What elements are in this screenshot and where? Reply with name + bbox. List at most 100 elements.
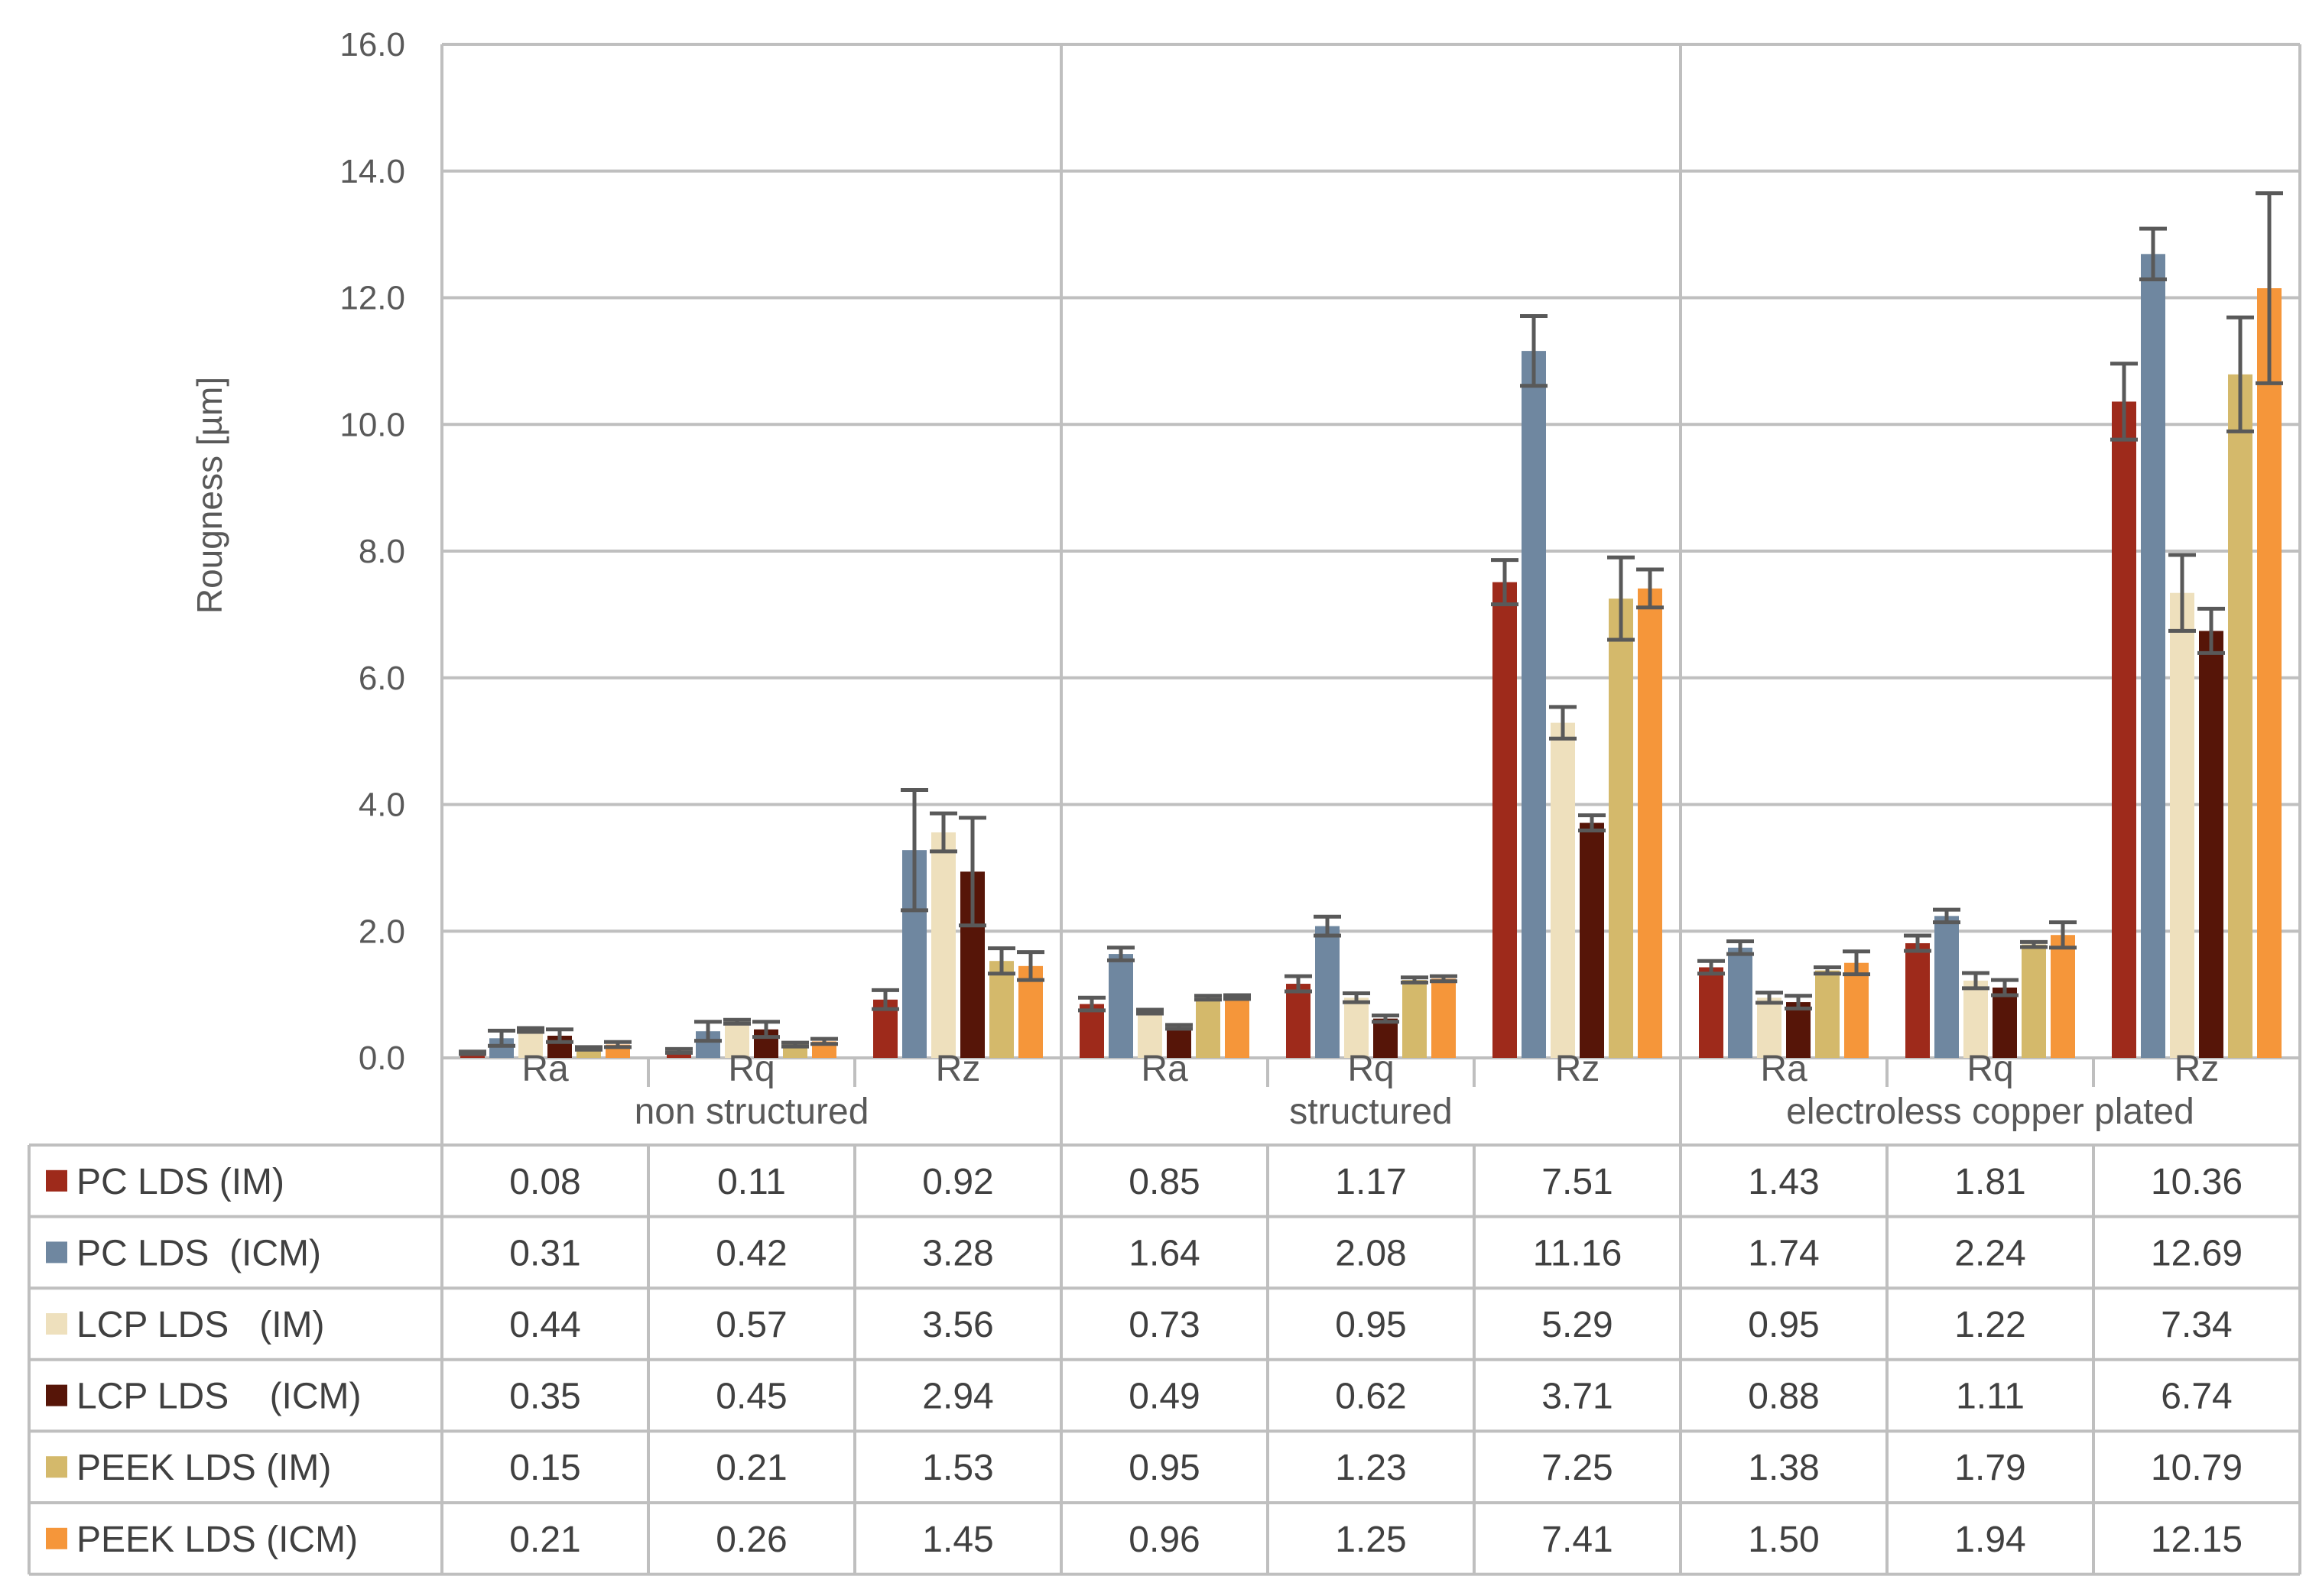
table-cell: 7.41 <box>1541 1520 1613 1560</box>
table-cell: 7.25 <box>1541 1448 1613 1488</box>
y-tick-labels: 0.0 2.0 4.0 6.0 8.0 10.0 12.0 14.0 16.0 <box>339 26 405 1077</box>
bar <box>2199 631 2223 1058</box>
legend-swatch <box>46 1241 67 1264</box>
bar <box>1522 351 1546 1058</box>
y-tick-label: 6.0 <box>359 660 405 697</box>
table-cell: 0.49 <box>1129 1377 1200 1417</box>
table-cell: 0.95 <box>1748 1305 1819 1345</box>
bar <box>1315 926 1340 1058</box>
bar <box>1728 947 1752 1058</box>
table-cell: 1.38 <box>1748 1448 1819 1488</box>
bar <box>2228 374 2252 1058</box>
table-cell: 3.56 <box>922 1305 993 1345</box>
legend-label: PEEK LDS (IM) <box>76 1448 331 1488</box>
table-cell: 1.53 <box>922 1448 993 1488</box>
x-tick-label: Ra <box>1141 1049 1188 1089</box>
table-cell: 0.44 <box>509 1305 580 1345</box>
bar <box>1109 954 1133 1058</box>
x-tick-label: Rq <box>1967 1049 2013 1089</box>
bar <box>1138 1011 1162 1058</box>
y-tick-label: 2.0 <box>359 913 405 950</box>
bar <box>1844 962 1869 1058</box>
bar <box>2112 401 2136 1058</box>
table-cell: 1.25 <box>1335 1520 1406 1560</box>
x-tick-label: Rq <box>728 1049 775 1089</box>
table-cell: 2.24 <box>1954 1233 2025 1273</box>
table-cell: 7.51 <box>1541 1162 1613 1202</box>
table-cell: 0.95 <box>1129 1448 1200 1488</box>
bar <box>989 961 1014 1058</box>
bar <box>1402 980 1427 1058</box>
legend-swatch <box>46 1456 67 1478</box>
x-tick-label: Ra <box>1760 1049 1807 1089</box>
y-tick-label: 8.0 <box>359 533 405 570</box>
table-cell: 0.35 <box>509 1377 580 1417</box>
bar <box>725 1021 749 1058</box>
bar <box>2022 944 2046 1058</box>
legend-label: PEEK LDS (ICM) <box>76 1520 358 1560</box>
legend-label: LCP LDS (IM) <box>76 1305 325 1345</box>
bar <box>1699 967 1723 1058</box>
bar <box>1638 588 1662 1058</box>
y-tick-label: 10.0 <box>339 406 405 443</box>
table-cell: 1.94 <box>1954 1520 2025 1560</box>
table-cell: 2.94 <box>922 1377 993 1417</box>
group-label: structured <box>1289 1092 1452 1132</box>
table-cell: 0.57 <box>716 1305 787 1345</box>
bar <box>1344 998 1369 1058</box>
table-cell: 0.42 <box>716 1233 787 1273</box>
table-cell: 12.15 <box>2151 1520 2243 1560</box>
bar <box>1786 1002 1811 1058</box>
table-cell: 10.79 <box>2151 1448 2243 1488</box>
table-cell: 0.96 <box>1129 1520 1200 1560</box>
y-tick-label: 0.0 <box>359 1040 405 1077</box>
y-tick-label: 12.0 <box>339 280 405 317</box>
data-table: Ra Rq Rz Ra Rq Rz Ra Rq Rz non structured structur… <box>28 1049 2300 1576</box>
x-tick-label: Rz <box>936 1049 981 1089</box>
bar <box>2170 592 2194 1058</box>
x-tick-label: Rz <box>2174 1049 2220 1089</box>
legend-swatch <box>46 1313 67 1335</box>
legend-swatch <box>46 1527 67 1549</box>
bar <box>1609 598 1633 1058</box>
bar <box>1993 988 2017 1058</box>
table-cell: 0.08 <box>509 1162 580 1202</box>
table-cell: 0.95 <box>1335 1305 1406 1345</box>
x-tick-label: Rq <box>1347 1049 1394 1089</box>
table-cell: 0.31 <box>509 1233 580 1273</box>
bar <box>1373 1018 1398 1058</box>
table-cell: 6.74 <box>2161 1377 2232 1417</box>
table-cell: 0.15 <box>509 1448 580 1488</box>
error-bars <box>459 191 2283 1056</box>
legend-swatch <box>46 1384 67 1406</box>
bar <box>1286 984 1311 1058</box>
table-cell: 1.64 <box>1129 1233 1200 1273</box>
table-cell: 1.11 <box>1956 1377 2025 1417</box>
table-cell: 11.16 <box>1533 1233 1622 1273</box>
bar <box>1492 582 1517 1058</box>
table-cell: 2.08 <box>1335 1233 1406 1273</box>
bar <box>1934 916 1959 1058</box>
table-cell: 0.73 <box>1129 1305 1200 1345</box>
bar <box>2257 288 2282 1059</box>
bar <box>931 832 956 1058</box>
table-cell: 12.69 <box>2151 1233 2243 1273</box>
table-cell: 0.85 <box>1129 1162 1200 1202</box>
bar <box>1815 970 1840 1058</box>
y-axis-label: Rougness [µm] <box>190 377 229 614</box>
table-cell: 0.92 <box>922 1162 993 1202</box>
table-cell: 1.45 <box>922 1520 993 1560</box>
bar <box>1580 822 1604 1058</box>
y-tick-label: 14.0 <box>339 153 405 190</box>
bar <box>1963 980 1988 1058</box>
legend-label: LCP LDS (ICM) <box>76 1377 362 1417</box>
table-cell: 1.50 <box>1748 1520 1819 1560</box>
table-cell: 1.79 <box>1954 1448 2025 1488</box>
bar <box>2141 254 2165 1058</box>
table-cell: 0.21 <box>716 1448 787 1488</box>
table-cell: 3.71 <box>1541 1377 1613 1417</box>
table-cell: 0.88 <box>1748 1377 1819 1417</box>
table-cell: 1.74 <box>1748 1233 1819 1273</box>
table-cell: 0.45 <box>716 1377 787 1417</box>
